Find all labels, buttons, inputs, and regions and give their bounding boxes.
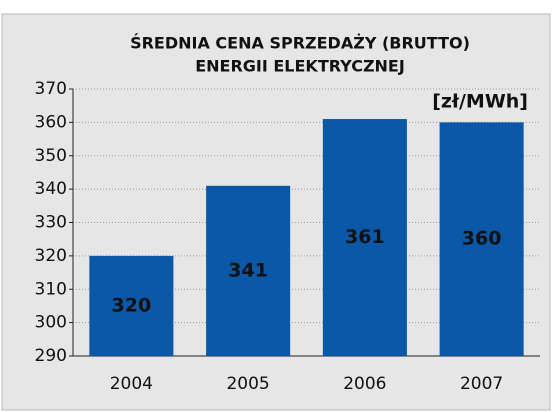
bar (89, 255, 174, 356)
y-tick-label: 360 (35, 112, 67, 132)
y-tick-label: 330 (35, 213, 67, 233)
bar (439, 122, 524, 356)
data-label: 361 (345, 226, 385, 248)
data-label: 320 (112, 294, 152, 316)
y-tick-label: 340 (35, 179, 67, 199)
y-tick-label: 310 (35, 279, 67, 299)
x-tick-label: 2005 (226, 374, 269, 394)
y-tick-label: 370 (35, 79, 67, 99)
x-tick-label: 2004 (110, 374, 153, 394)
data-label: 341 (228, 259, 268, 281)
y-tick-label: 320 (35, 246, 67, 266)
y-tick-label: 290 (35, 346, 67, 366)
data-label: 360 (462, 228, 502, 250)
y-tick-label: 300 (35, 313, 67, 333)
chart-title: ENERGII ELEKTRYCZNEJ (195, 57, 405, 76)
bar (206, 185, 291, 356)
x-tick-label: 2007 (460, 374, 503, 394)
bar (322, 119, 407, 356)
x-tick-label: 2006 (343, 374, 386, 394)
y-tick-label: 350 (35, 146, 67, 166)
unit-annotation: [zł/MWh] (432, 91, 528, 113)
chart-title: ŚREDNIA CENA SPRZEDAŻY (BRUTTO) (130, 34, 470, 53)
